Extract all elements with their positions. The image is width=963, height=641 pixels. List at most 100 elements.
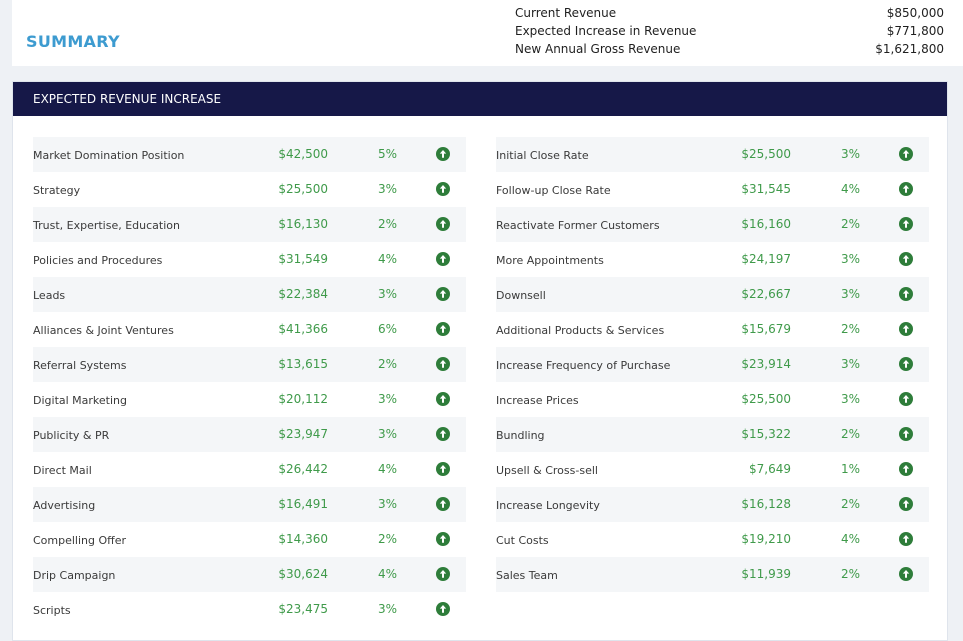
- metric-name: Reactivate Former Customers: [496, 219, 660, 232]
- revenue-row-referral-systems: Referral Systems $13,615 2%: [33, 347, 466, 382]
- revenue-row-strategy: Strategy $25,500 3%: [33, 172, 466, 207]
- arrow-up-circle-icon[interactable]: [436, 182, 450, 196]
- arrow-up-circle-icon[interactable]: [436, 217, 450, 231]
- metric-name: Follow-up Close Rate: [496, 184, 611, 197]
- metric-percent: 2%: [377, 357, 397, 371]
- arrow-up-circle-icon[interactable]: [899, 427, 913, 441]
- revenue-row-leads: Leads $22,384 3%: [33, 277, 466, 312]
- metric-amount: $30,624: [278, 567, 328, 581]
- metric-percent: 2%: [840, 567, 860, 581]
- revenue-row-cut-costs: Cut Costs $19,210 4%: [496, 522, 929, 557]
- metric-name: Bundling: [496, 429, 545, 442]
- metric-percent: 4%: [840, 182, 860, 196]
- metric-percent: 4%: [840, 532, 860, 546]
- revenue-row-upsell-and-cross-sell: Upsell & Cross-sell $7,649 1%: [496, 452, 929, 487]
- metric-amount: $22,667: [741, 287, 791, 301]
- arrow-up-circle-icon[interactable]: [436, 427, 450, 441]
- arrow-up-circle-icon[interactable]: [899, 462, 913, 476]
- metric-amount: $23,947: [278, 427, 328, 441]
- arrow-up-circle-icon[interactable]: [899, 252, 913, 266]
- arrow-up-circle-icon[interactable]: [899, 357, 913, 371]
- metric-name: Alliances & Joint Ventures: [33, 324, 174, 337]
- right-column: Initial Close Rate $25,500 3% Follow-up Clo…: [496, 137, 929, 592]
- metric-name: Downsell: [496, 289, 546, 302]
- expected-revenue-title: EXPECTED REVENUE INCREASE: [33, 92, 222, 106]
- metric-percent: 3%: [377, 427, 397, 441]
- arrow-up-circle-icon[interactable]: [436, 357, 450, 371]
- metric-percent: 1%: [840, 462, 860, 476]
- metric-amount: $26,442: [278, 462, 328, 476]
- revenue-row-policies-and-procedures: Policies and Procedures $31,549 4%: [33, 242, 466, 277]
- summary-value: $1,621,800: [875, 42, 944, 56]
- metric-amount: $31,549: [278, 252, 328, 266]
- summary-title: SUMMARY: [26, 32, 120, 51]
- metric-name: Upsell & Cross-sell: [496, 464, 598, 477]
- arrow-up-circle-icon[interactable]: [899, 392, 913, 406]
- metric-amount: $15,322: [741, 427, 791, 441]
- metric-percent: 3%: [377, 602, 397, 616]
- summary-panel: SUMMARY: [12, 0, 963, 66]
- summary-label: Current Revenue: [515, 6, 617, 20]
- arrow-up-circle-icon[interactable]: [436, 532, 450, 546]
- revenue-row-market-domination-position: Market Domination Position $42,500 5%: [33, 137, 466, 172]
- metric-amount: $19,210: [741, 532, 791, 546]
- metric-name: Strategy: [33, 184, 81, 197]
- metric-percent: 4%: [377, 567, 397, 581]
- arrow-up-circle-icon[interactable]: [436, 602, 450, 616]
- metric-name: Scripts: [33, 604, 71, 617]
- summary-row-expected-increase: Expected Increase in Revenue $771,800: [515, 24, 944, 42]
- revenue-row-direct-mail: Direct Mail $26,442 4%: [33, 452, 466, 487]
- summary-value: $850,000: [886, 6, 944, 20]
- metric-percent: 5%: [377, 147, 397, 161]
- metric-amount: $20,112: [278, 392, 328, 406]
- arrow-up-circle-icon[interactable]: [436, 252, 450, 266]
- revenue-row-compelling-offer: Compelling Offer $14,360 2%: [33, 522, 466, 557]
- expected-revenue-panel: EXPECTED REVENUE INCREASE Market Dominat…: [12, 81, 948, 641]
- arrow-up-circle-icon[interactable]: [436, 567, 450, 581]
- arrow-up-circle-icon[interactable]: [899, 567, 913, 581]
- metric-name: More Appointments: [496, 254, 604, 267]
- metric-name: Sales Team: [496, 569, 558, 582]
- metric-name: Referral Systems: [33, 359, 127, 372]
- metric-amount: $15,679: [741, 322, 791, 336]
- metric-amount: $24,197: [741, 252, 791, 266]
- metric-percent: 3%: [840, 287, 860, 301]
- metric-amount: $13,615: [278, 357, 328, 371]
- arrow-up-circle-icon[interactable]: [436, 322, 450, 336]
- arrow-up-circle-icon[interactable]: [436, 462, 450, 476]
- metric-percent: 3%: [840, 357, 860, 371]
- metric-name: Trust, Expertise, Education: [33, 219, 180, 232]
- metric-percent: 3%: [377, 182, 397, 196]
- revenue-row-more-appointments: More Appointments $24,197 3%: [496, 242, 929, 277]
- metric-percent: 6%: [377, 322, 397, 336]
- metric-percent: 2%: [840, 217, 860, 231]
- arrow-up-circle-icon[interactable]: [436, 287, 450, 301]
- arrow-up-circle-icon[interactable]: [899, 147, 913, 161]
- arrow-up-circle-icon[interactable]: [899, 322, 913, 336]
- revenue-row-increase-longevity: Increase Longevity $16,128 2%: [496, 487, 929, 522]
- metric-amount: $31,545: [741, 182, 791, 196]
- metric-name: Direct Mail: [33, 464, 92, 477]
- arrow-up-circle-icon[interactable]: [899, 182, 913, 196]
- revenue-row-sales-team: Sales Team $11,939 2%: [496, 557, 929, 592]
- metric-amount: $23,475: [278, 602, 328, 616]
- metric-amount: $16,130: [278, 217, 328, 231]
- summary-row-current-revenue: Current Revenue $850,000: [515, 6, 944, 24]
- revenue-row-reactivate-former-customers: Reactivate Former Customers $16,160 2%: [496, 207, 929, 242]
- metric-percent: 3%: [840, 392, 860, 406]
- metric-name: Publicity & PR: [33, 429, 110, 442]
- revenue-row-publicity-and-pr: Publicity & PR $23,947 3%: [33, 417, 466, 452]
- arrow-up-circle-icon[interactable]: [899, 532, 913, 546]
- arrow-up-circle-icon[interactable]: [899, 497, 913, 511]
- metric-amount: $16,491: [278, 497, 328, 511]
- metric-name: Leads: [33, 289, 66, 302]
- arrow-up-circle-icon[interactable]: [436, 497, 450, 511]
- metric-name: Advertising: [33, 499, 96, 512]
- metric-name: Increase Prices: [496, 394, 579, 407]
- arrow-up-circle-icon[interactable]: [436, 147, 450, 161]
- revenue-row-increase-frequency-of-purchase: Increase Frequency of Purchase $23,914 3%: [496, 347, 929, 382]
- revenue-row-downsell: Downsell $22,667 3%: [496, 277, 929, 312]
- arrow-up-circle-icon[interactable]: [899, 217, 913, 231]
- arrow-up-circle-icon[interactable]: [899, 287, 913, 301]
- arrow-up-circle-icon[interactable]: [436, 392, 450, 406]
